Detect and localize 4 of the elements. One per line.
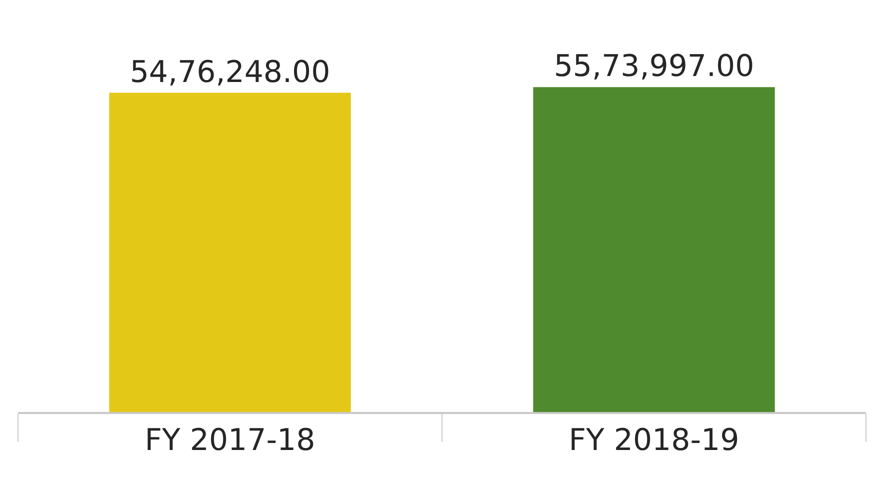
x-tick-label: FY 2017-18	[144, 422, 316, 458]
data-label: 55,73,997.00	[554, 49, 754, 84]
data-label: 54,76,248.00	[130, 54, 330, 90]
x-tick-label: FY 2018-19	[568, 422, 740, 458]
